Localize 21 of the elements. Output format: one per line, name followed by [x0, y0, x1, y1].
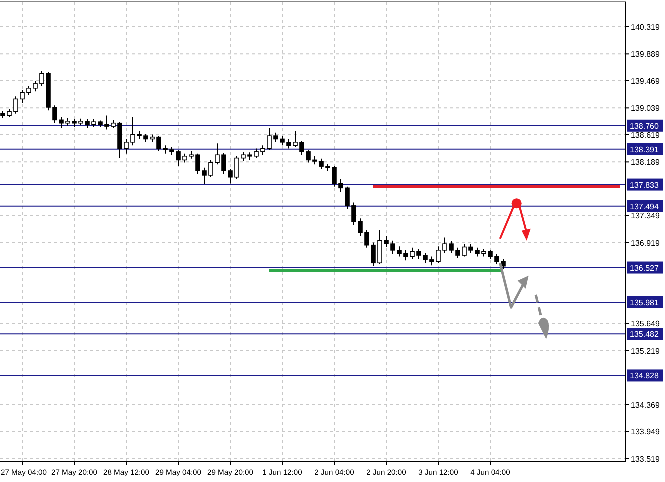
y-tick-label: 136.919	[631, 238, 660, 248]
ref-line-label: 138.391	[630, 145, 660, 154]
ref-line-label: 137.833	[630, 180, 660, 190]
ref-line-label: 135.482	[630, 330, 660, 340]
y-tick-label: 138.189	[631, 158, 660, 168]
y-tick-label: 135.649	[631, 320, 660, 329]
y-tick-label: 133.949	[631, 428, 660, 437]
ref-line-label: 134.828	[630, 372, 660, 381]
y-tick-label: 133.519	[631, 454, 660, 464]
y-tick-label: 139.469	[631, 76, 660, 86]
ref-line-label: 137.494	[630, 202, 660, 212]
ref-line-label: 135.981	[630, 298, 660, 308]
ref-line-label: 138.760	[630, 122, 660, 131]
y-tick-label: 140.319	[631, 22, 660, 32]
y-tick-label: 139.889	[631, 50, 660, 60]
y-tick-label: 135.219	[631, 346, 660, 356]
y-tick-label: 139.039	[631, 104, 660, 114]
ref-line-label: 136.527	[630, 264, 660, 273]
y-tick-label: 134.369	[631, 400, 660, 410]
y-tick-label: 137.349	[631, 212, 660, 221]
y-tick-label: 138.619	[631, 130, 660, 140]
